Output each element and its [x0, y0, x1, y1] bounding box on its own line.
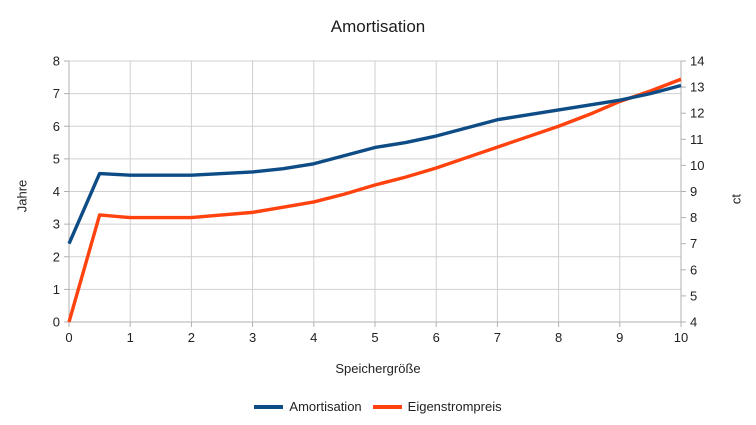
x-tick-label: 10 [674, 330, 688, 345]
y-right-tick-label: 10 [690, 158, 704, 173]
y-right-tick-label: 7 [690, 236, 697, 251]
y-left-tick-label: 0 [53, 315, 60, 330]
y-left-tick-label: 6 [53, 119, 60, 134]
x-tick-label: 7 [494, 330, 501, 345]
legend-item-amortisation: Amortisation [254, 399, 362, 414]
y-left-tick-label: 8 [53, 54, 60, 69]
y-axis-title-right: ct [728, 193, 744, 205]
y-right-tick-label: 9 [690, 184, 697, 199]
y-right-tick-label: 5 [690, 288, 697, 303]
x-axis-title: Speichergröße [335, 361, 421, 376]
x-tick-label: 1 [127, 330, 134, 345]
series-line-amortisation [67, 83, 682, 245]
legend: Amortisation Eigenstrompreis [0, 399, 756, 414]
x-tick-label: 0 [65, 330, 72, 345]
legend-item-eigenstrompreis: Eigenstrompreis [372, 399, 502, 414]
x-tick-label: 5 [371, 330, 378, 345]
series-line-eigenstrompreis [67, 77, 682, 323]
y-right-tick-label: 6 [690, 262, 697, 277]
y-right-tick-label: 14 [690, 54, 704, 69]
x-tick-label: 6 [433, 330, 440, 345]
x-tick-label: 3 [249, 330, 256, 345]
y-right-tick-label: 12 [690, 106, 704, 121]
legend-label-eigenstrompreis: Eigenstrompreis [407, 399, 502, 414]
chart-title: Amortisation [330, 17, 426, 36]
x-tick-label: 8 [555, 330, 562, 345]
y-right-tick-label: 11 [690, 132, 704, 147]
x-tick-label: 9 [616, 330, 623, 345]
y-axis-title-left: Jahre [14, 179, 30, 213]
y-left-tick-label: 2 [53, 249, 60, 264]
x-tick-label: 4 [310, 330, 317, 345]
legend-label-amortisation: Amortisation [289, 399, 362, 414]
y-left-tick-label: 1 [53, 282, 60, 297]
y-left-tick-label: 7 [53, 86, 60, 101]
x-tick-label: 2 [188, 330, 195, 345]
y-left-tick-label: 4 [53, 184, 60, 199]
amortisation-line-swatch [254, 404, 284, 409]
y-right-tick-label: 4 [690, 315, 697, 330]
eigenstrompreis-line-swatch [372, 404, 402, 409]
y-right-tick-label: 8 [690, 210, 697, 225]
y-right-tick-label: 13 [690, 80, 704, 95]
y-left-tick-label: 5 [53, 151, 60, 166]
y-left-tick-label: 3 [53, 217, 60, 232]
